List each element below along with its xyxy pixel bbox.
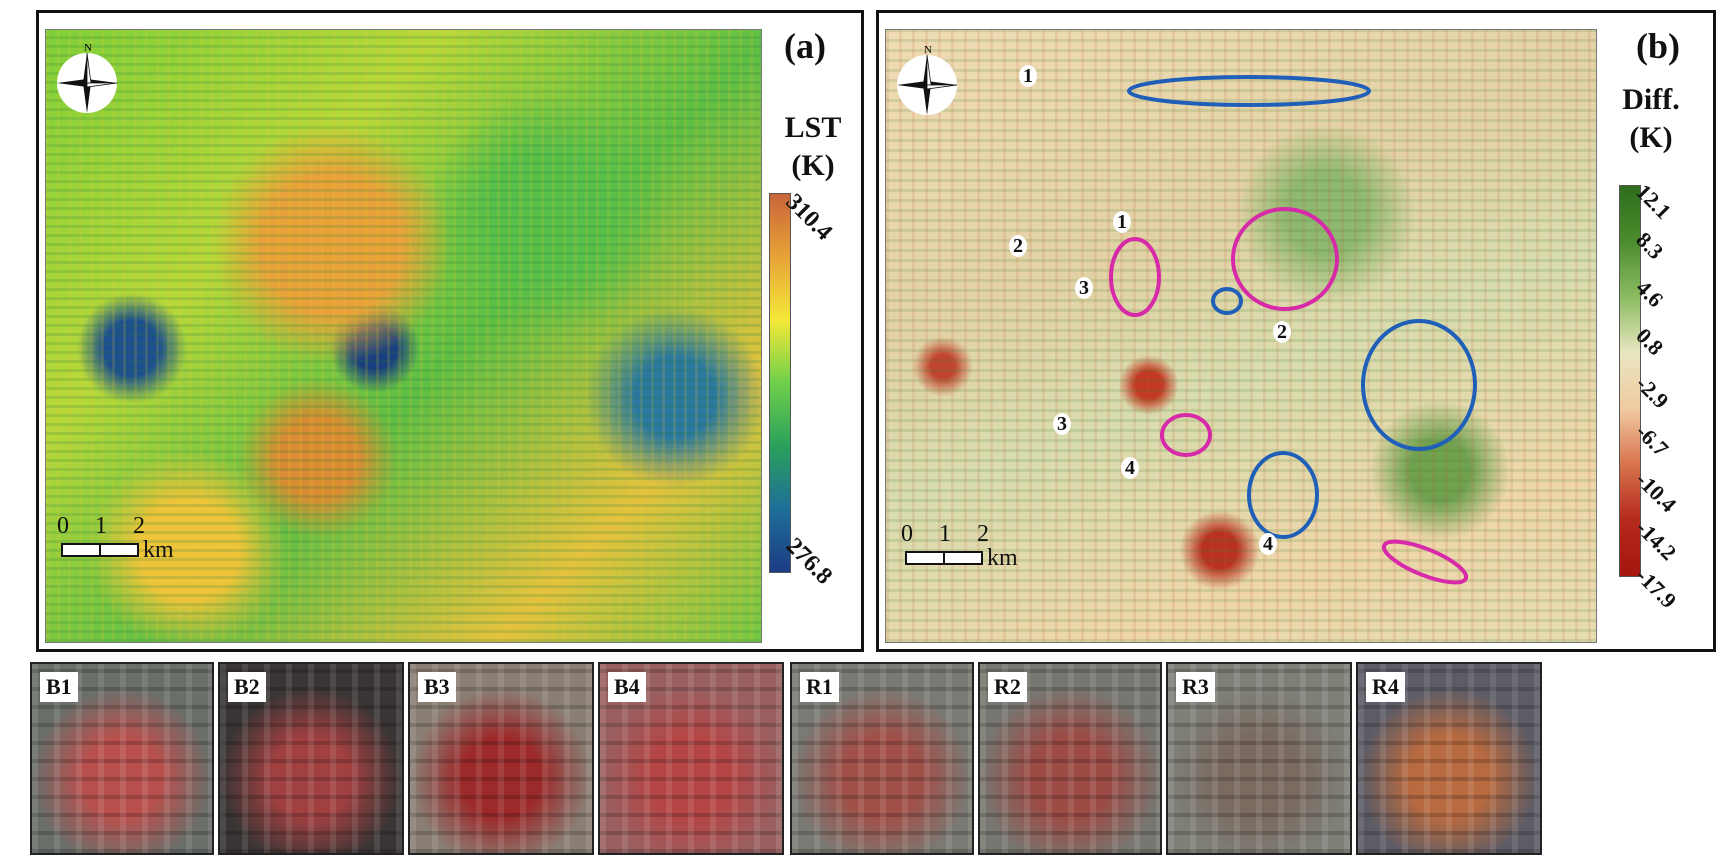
diff-colorbar [1619, 185, 1641, 577]
scale-unit: km [987, 545, 1018, 571]
lst-map [45, 29, 762, 643]
magenta-marker-label: 4 [1259, 533, 1277, 555]
thumbnail-r2: R2 [978, 662, 1162, 855]
magenta-marker-label: 1 [1113, 211, 1131, 233]
scale-segment [943, 551, 983, 565]
scale-number: 0 [901, 521, 913, 547]
thumbnail-label: B2 [228, 672, 266, 702]
thumbnail-label: B3 [418, 672, 456, 702]
scale-number: 2 [977, 521, 989, 547]
thumbnail-b2: B2 [218, 662, 404, 855]
lst-legend-title: LST (K) [767, 109, 859, 185]
thumbnail-label: B4 [608, 672, 646, 702]
thumbnail-label: R1 [800, 672, 839, 702]
scale-bar-a: 0 1 2 km [55, 513, 205, 573]
region-markers [1109, 75, 1477, 585]
blue-marker-label: 2 [1273, 321, 1291, 343]
north-arrow-icon: N [897, 44, 958, 115]
thumbnail-r3: R3 [1166, 662, 1352, 855]
scale-bar-b: 0 1 2 km [899, 521, 1049, 581]
scale-number: 1 [939, 521, 951, 547]
difference-map [885, 29, 1597, 643]
thumbnail-label: R3 [1176, 672, 1215, 702]
diff-legend-title-line1: Diff. [1622, 83, 1680, 116]
diff-legend-title-line2: (K) [1629, 121, 1673, 154]
scale-unit: km [143, 537, 174, 563]
blue-marker-label: 4 [1121, 457, 1139, 479]
thumbnail-label: R4 [1366, 672, 1405, 702]
magenta-ellipse-3 [1160, 413, 1212, 457]
magenta-ellipse-2 [1109, 237, 1161, 317]
thumbnail-label: R2 [988, 672, 1027, 702]
north-label: N [924, 44, 932, 56]
magenta-marker-label: 3 [1053, 413, 1071, 435]
magenta-ellipse-1 [1231, 207, 1339, 311]
panel-a: N (a) LST (K) 310.4 276.8 0 1 2 km [36, 10, 864, 652]
thumbnail-r1: R1 [790, 662, 974, 855]
lst-colorbar [769, 193, 791, 573]
lst-tick-min: 276.8 [780, 533, 838, 590]
thumbnail-b1: B1 [30, 662, 214, 855]
scale-number: 2 [133, 513, 145, 539]
panel-a-label: (a) [784, 26, 826, 66]
diff-legend-title: Diff. (K) [1601, 81, 1701, 157]
blue-ellipse-3 [1211, 287, 1243, 315]
thumbnail-label: B1 [40, 672, 78, 702]
blue-marker-label: 1 [1019, 65, 1037, 87]
magenta-marker-label: 2 [1009, 235, 1027, 257]
thumbnail-b4: B4 [598, 662, 784, 855]
blue-ellipse-1 [1127, 75, 1371, 107]
scale-segment [99, 543, 139, 557]
lst-legend-title-line2: (K) [791, 149, 835, 182]
scale-segment [905, 551, 945, 565]
blue-ellipse-4 [1247, 451, 1319, 539]
magenta-ellipse-4 [1381, 539, 1469, 585]
thumbnail-r4: R4 [1356, 662, 1542, 855]
scale-number: 0 [57, 513, 69, 539]
blue-marker-label: 3 [1075, 277, 1093, 299]
thumbnail-b3: B3 [408, 662, 594, 855]
panel-b-label: (b) [1636, 26, 1680, 66]
north-arrow-icon: N [57, 42, 118, 113]
scale-number: 1 [95, 513, 107, 539]
blue-ellipse-2 [1361, 319, 1477, 451]
scale-segment [61, 543, 101, 557]
north-label: N [84, 42, 92, 54]
lst-legend-title-line1: LST [784, 111, 842, 144]
panel-b: N 1 2 3 4 1 2 3 4 (b) Diff. (K) 0 1 2 [876, 10, 1716, 652]
